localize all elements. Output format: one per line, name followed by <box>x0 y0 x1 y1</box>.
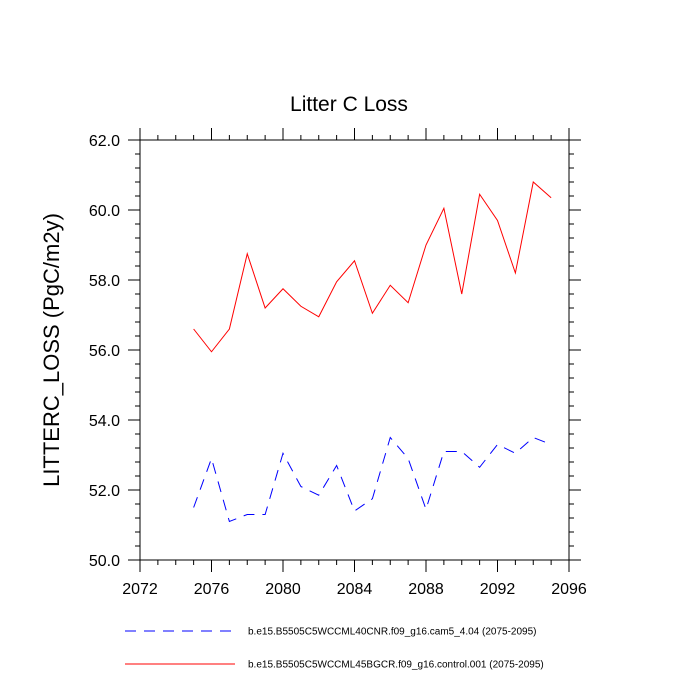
x-tick-label: 2084 <box>337 581 373 598</box>
y-tick-labels: 50.0 52.0 54.0 56.0 58.0 60.0 62.0 <box>89 133 120 570</box>
y-tick-label: 52.0 <box>89 483 120 500</box>
legend-label: b.e15.B5505C5WCCML45BGCR.f09_g16.control… <box>248 660 544 671</box>
x-tick-label: 2076 <box>194 581 230 598</box>
series-line <box>193 181 552 353</box>
x-tick-labels: 2072 2076 2080 2084 2088 2092 2096 <box>122 581 587 598</box>
x-tick-label: 2092 <box>480 581 516 598</box>
x-tick-label: 2080 <box>265 581 301 598</box>
axis-ticks <box>128 128 581 572</box>
x-tick-label: 2088 <box>408 581 444 598</box>
y-tick-label: 58.0 <box>89 273 120 290</box>
chart-title: Litter C Loss <box>290 93 408 116</box>
plot-frame <box>139 139 570 561</box>
y-axis-label: LITTERC_LOSS (PgC/m2y) <box>39 213 64 487</box>
y-tick-label: 60.0 <box>89 203 120 220</box>
y-tick-label: 56.0 <box>89 343 120 360</box>
y-tick-label: 62.0 <box>89 133 120 150</box>
x-tick-label: 2096 <box>551 581 587 598</box>
legend: b.e15.B5505C5WCCML40CNR.f09_g16.cam5_4.0… <box>125 627 544 671</box>
legend-label: b.e15.B5505C5WCCML40CNR.f09_g16.cam5_4.0… <box>248 627 537 638</box>
series-line <box>193 436 552 523</box>
y-tick-label: 54.0 <box>89 413 120 430</box>
y-tick-label: 50.0 <box>89 553 120 570</box>
x-tick-label: 2072 <box>122 581 158 598</box>
series-lines <box>193 181 552 523</box>
